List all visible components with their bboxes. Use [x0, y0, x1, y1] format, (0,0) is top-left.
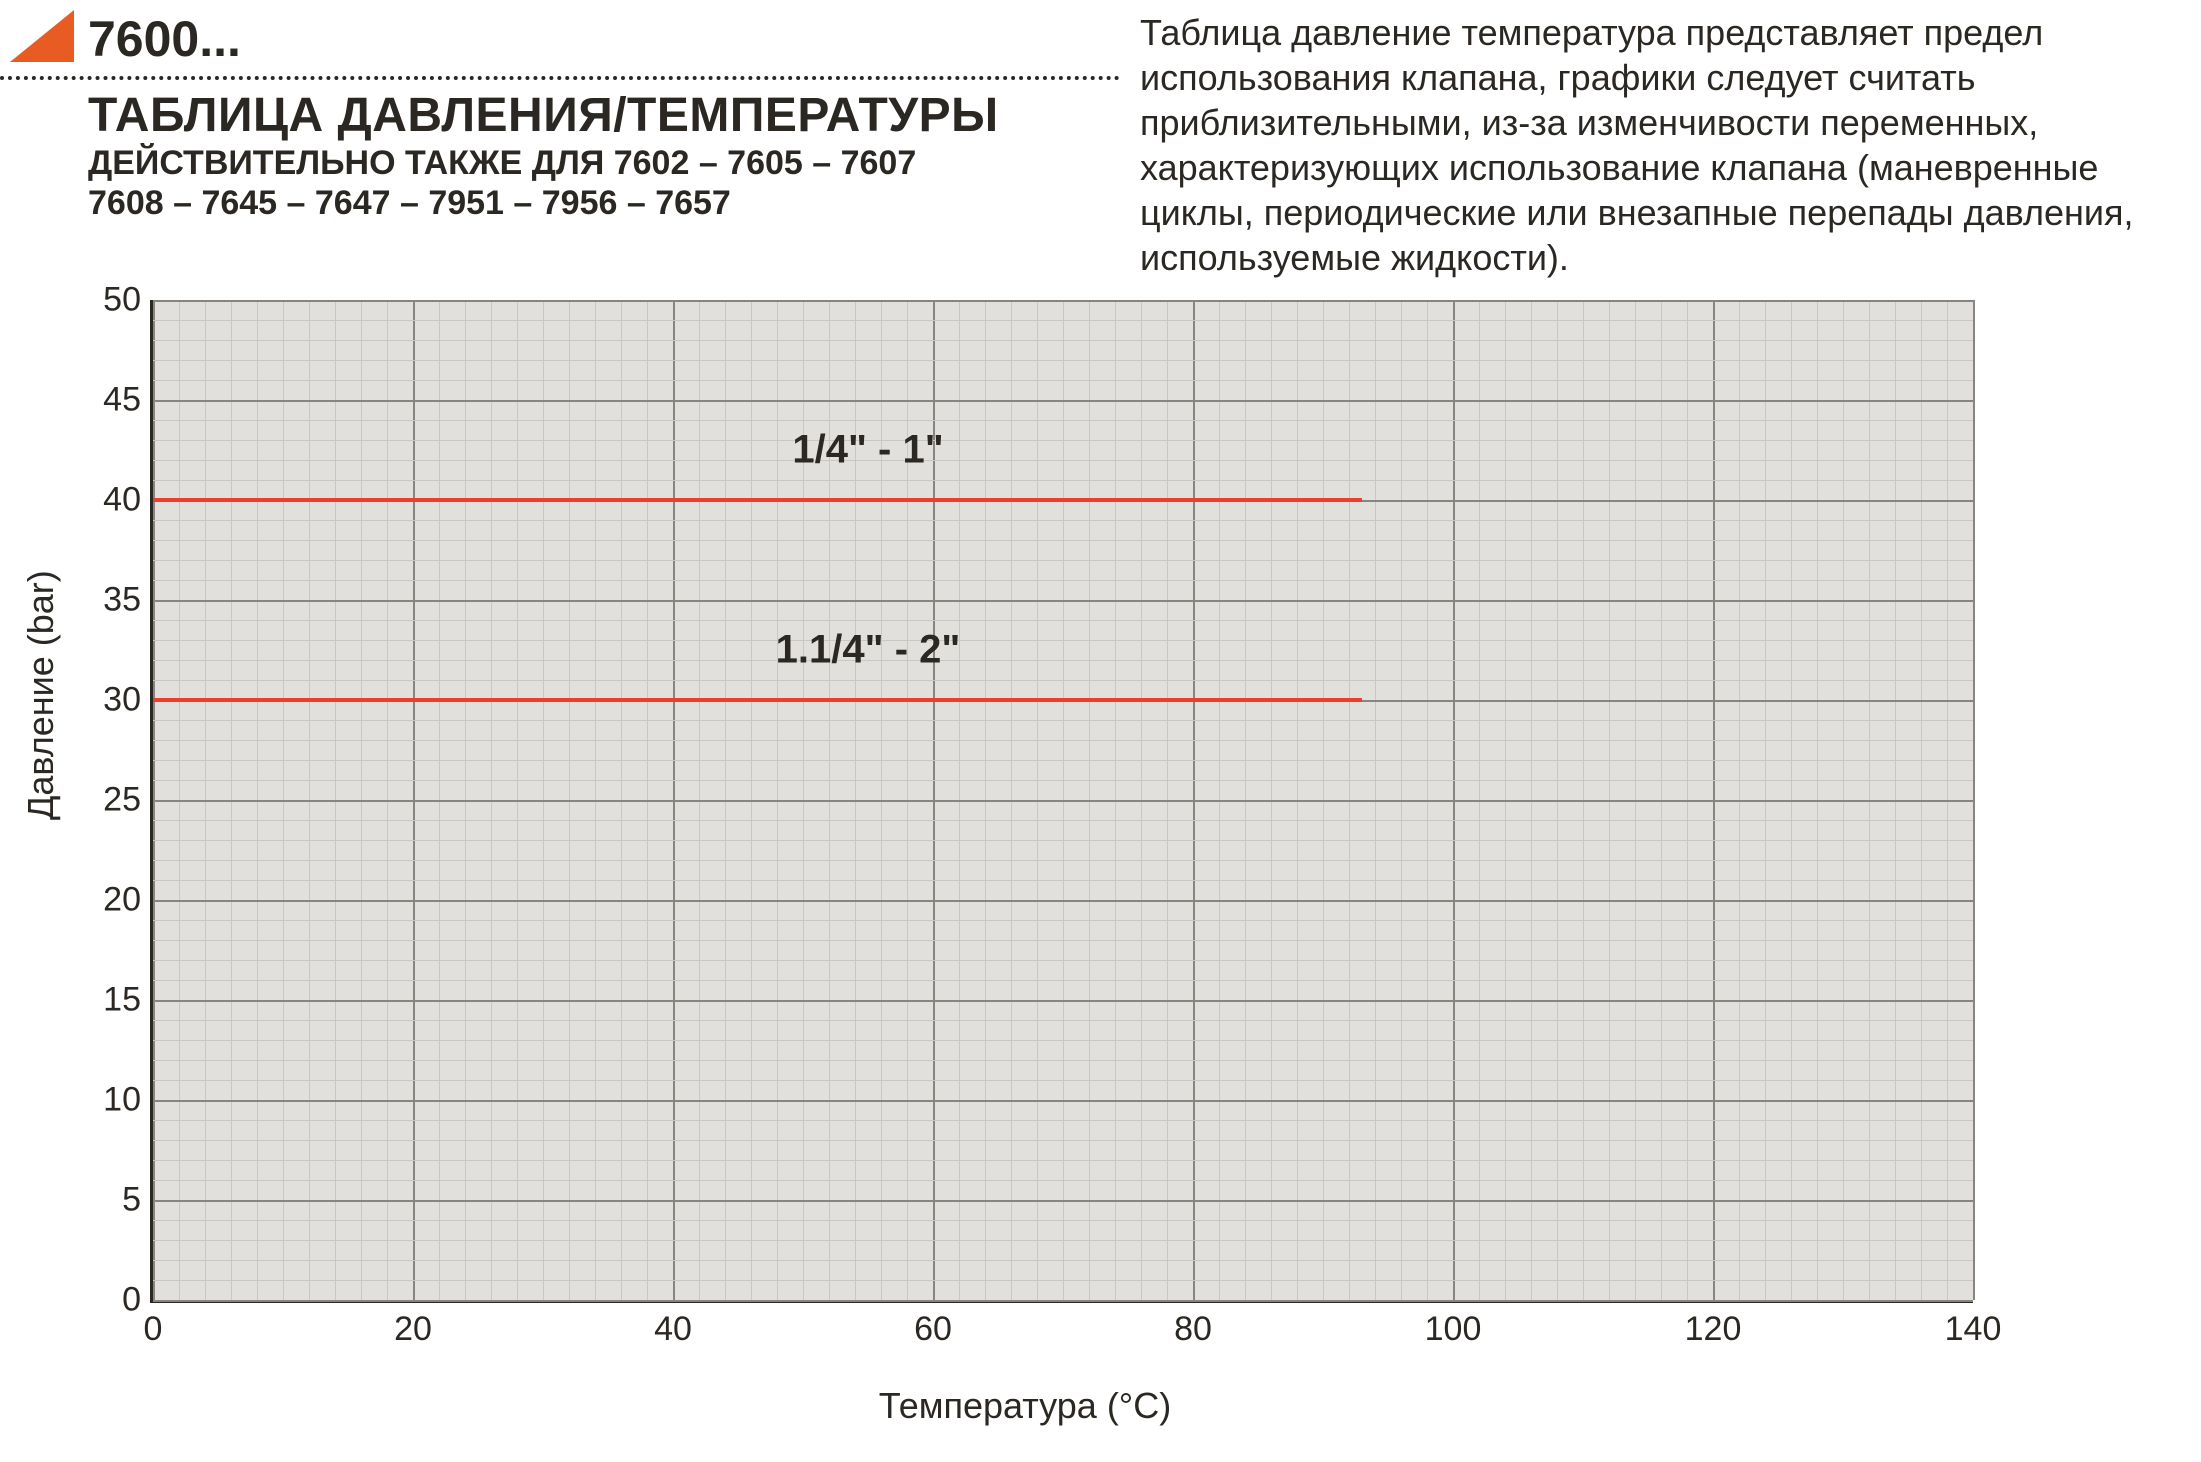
x-tick-label: 80 — [1174, 1310, 1212, 1349]
y-tick-label: 35 — [81, 581, 141, 620]
triangle-icon — [10, 10, 74, 62]
grid-minor-horizontal — [153, 720, 1973, 721]
grid-minor-horizontal — [153, 660, 1973, 661]
plot-area: 051015202530354045500204060801001201401/… — [150, 300, 1973, 1303]
x-tick-label: 140 — [1945, 1310, 2002, 1349]
grid-minor-horizontal — [153, 1060, 1973, 1061]
grid-minor-horizontal — [153, 360, 1973, 361]
grid-major-horizontal — [153, 1200, 1973, 1202]
grid-minor-horizontal — [153, 1280, 1973, 1281]
series-label-one_quarter_to_two_inch: 1.1/4" - 2" — [776, 628, 961, 673]
grid-minor-horizontal — [153, 1220, 1973, 1221]
y-axis-title: Давление (bar) — [20, 570, 62, 820]
pressure-temperature-chart: Давление (bar) Температура (°C) 05101520… — [80, 300, 1970, 1440]
y-tick-label: 0 — [81, 1281, 141, 1320]
grid-minor-horizontal — [153, 540, 1973, 541]
model-number: 7600... — [88, 10, 241, 68]
grid-minor-horizontal — [153, 460, 1973, 461]
grid-minor-horizontal — [153, 880, 1973, 881]
x-tick-label: 120 — [1685, 1310, 1742, 1349]
grid-minor-horizontal — [153, 1020, 1973, 1021]
page-title: ТАБЛИЦА ДАВЛЕНИЯ/ТЕМПЕРАТУРЫ — [88, 88, 999, 143]
description-text: Таблица давление температура представляе… — [1140, 10, 2180, 280]
page-subtitle-1: ДЕЙСТВИТЕЛЬНО ТАКЖЕ ДЛЯ 7602 – 7605 – 76… — [88, 144, 916, 183]
grid-minor-horizontal — [153, 940, 1973, 941]
grid-minor-horizontal — [153, 480, 1973, 481]
grid-minor-horizontal — [153, 1260, 1973, 1261]
series-line-quarter_to_one_inch — [153, 498, 1362, 502]
grid-minor-horizontal — [153, 740, 1973, 741]
grid-major-horizontal — [153, 1100, 1973, 1102]
x-tick-label: 100 — [1425, 1310, 1482, 1349]
grid-major-horizontal — [153, 800, 1973, 802]
x-tick-label: 0 — [144, 1310, 163, 1349]
grid-minor-horizontal — [153, 760, 1973, 761]
grid-major-horizontal — [153, 300, 1973, 302]
grid-minor-horizontal — [153, 420, 1973, 421]
y-tick-label: 45 — [81, 381, 141, 420]
grid-minor-horizontal — [153, 320, 1973, 321]
grid-minor-horizontal — [153, 680, 1973, 681]
grid-minor-horizontal — [153, 560, 1973, 561]
x-tick-label: 40 — [654, 1310, 692, 1349]
y-tick-label: 30 — [81, 681, 141, 720]
y-tick-label: 40 — [81, 481, 141, 520]
grid-major-horizontal — [153, 900, 1973, 902]
grid-minor-horizontal — [153, 1160, 1973, 1161]
grid-major-horizontal — [153, 600, 1973, 602]
x-tick-label: 60 — [914, 1310, 952, 1349]
page-subtitle-2: 7608 – 7645 – 7647 – 7951 – 7956 – 7657 — [88, 184, 731, 223]
y-tick-label: 10 — [81, 1081, 141, 1120]
grid-minor-horizontal — [153, 380, 1973, 381]
y-tick-label: 50 — [81, 281, 141, 320]
grid-major-horizontal — [153, 1000, 1973, 1002]
y-tick-label: 15 — [81, 981, 141, 1020]
dotted-rule — [0, 76, 1120, 80]
grid-minor-horizontal — [153, 840, 1973, 841]
page: 7600... ТАБЛИЦА ДАВЛЕНИЯ/ТЕМПЕРАТУРЫ ДЕЙ… — [0, 0, 2201, 1462]
y-tick-label: 20 — [81, 881, 141, 920]
grid-minor-horizontal — [153, 820, 1973, 821]
y-tick-label: 5 — [81, 1181, 141, 1220]
grid-minor-horizontal — [153, 620, 1973, 621]
grid-minor-horizontal — [153, 980, 1973, 981]
grid-minor-horizontal — [153, 1080, 1973, 1081]
grid-minor-horizontal — [153, 1180, 1973, 1181]
grid-minor-horizontal — [153, 640, 1973, 641]
grid-major-vertical — [1973, 300, 1975, 1300]
grid-minor-horizontal — [153, 1040, 1973, 1041]
grid-minor-horizontal — [153, 1240, 1973, 1241]
grid-minor-horizontal — [153, 340, 1973, 341]
grid-minor-horizontal — [153, 780, 1973, 781]
grid-minor-horizontal — [153, 860, 1973, 861]
grid-minor-horizontal — [153, 580, 1973, 581]
series-line-one_quarter_to_two_inch — [153, 698, 1362, 702]
grid-major-horizontal — [153, 1300, 1973, 1302]
grid-minor-horizontal — [153, 960, 1973, 961]
x-tick-label: 20 — [394, 1310, 432, 1349]
grid-minor-horizontal — [153, 920, 1973, 921]
grid-minor-horizontal — [153, 440, 1973, 441]
grid-minor-horizontal — [153, 1140, 1973, 1141]
grid-minor-horizontal — [153, 520, 1973, 521]
grid-major-horizontal — [153, 400, 1973, 402]
grid-minor-horizontal — [153, 1120, 1973, 1121]
y-tick-label: 25 — [81, 781, 141, 820]
series-label-quarter_to_one_inch: 1/4" - 1" — [792, 428, 943, 473]
x-axis-title: Температура (°C) — [80, 1385, 1970, 1427]
